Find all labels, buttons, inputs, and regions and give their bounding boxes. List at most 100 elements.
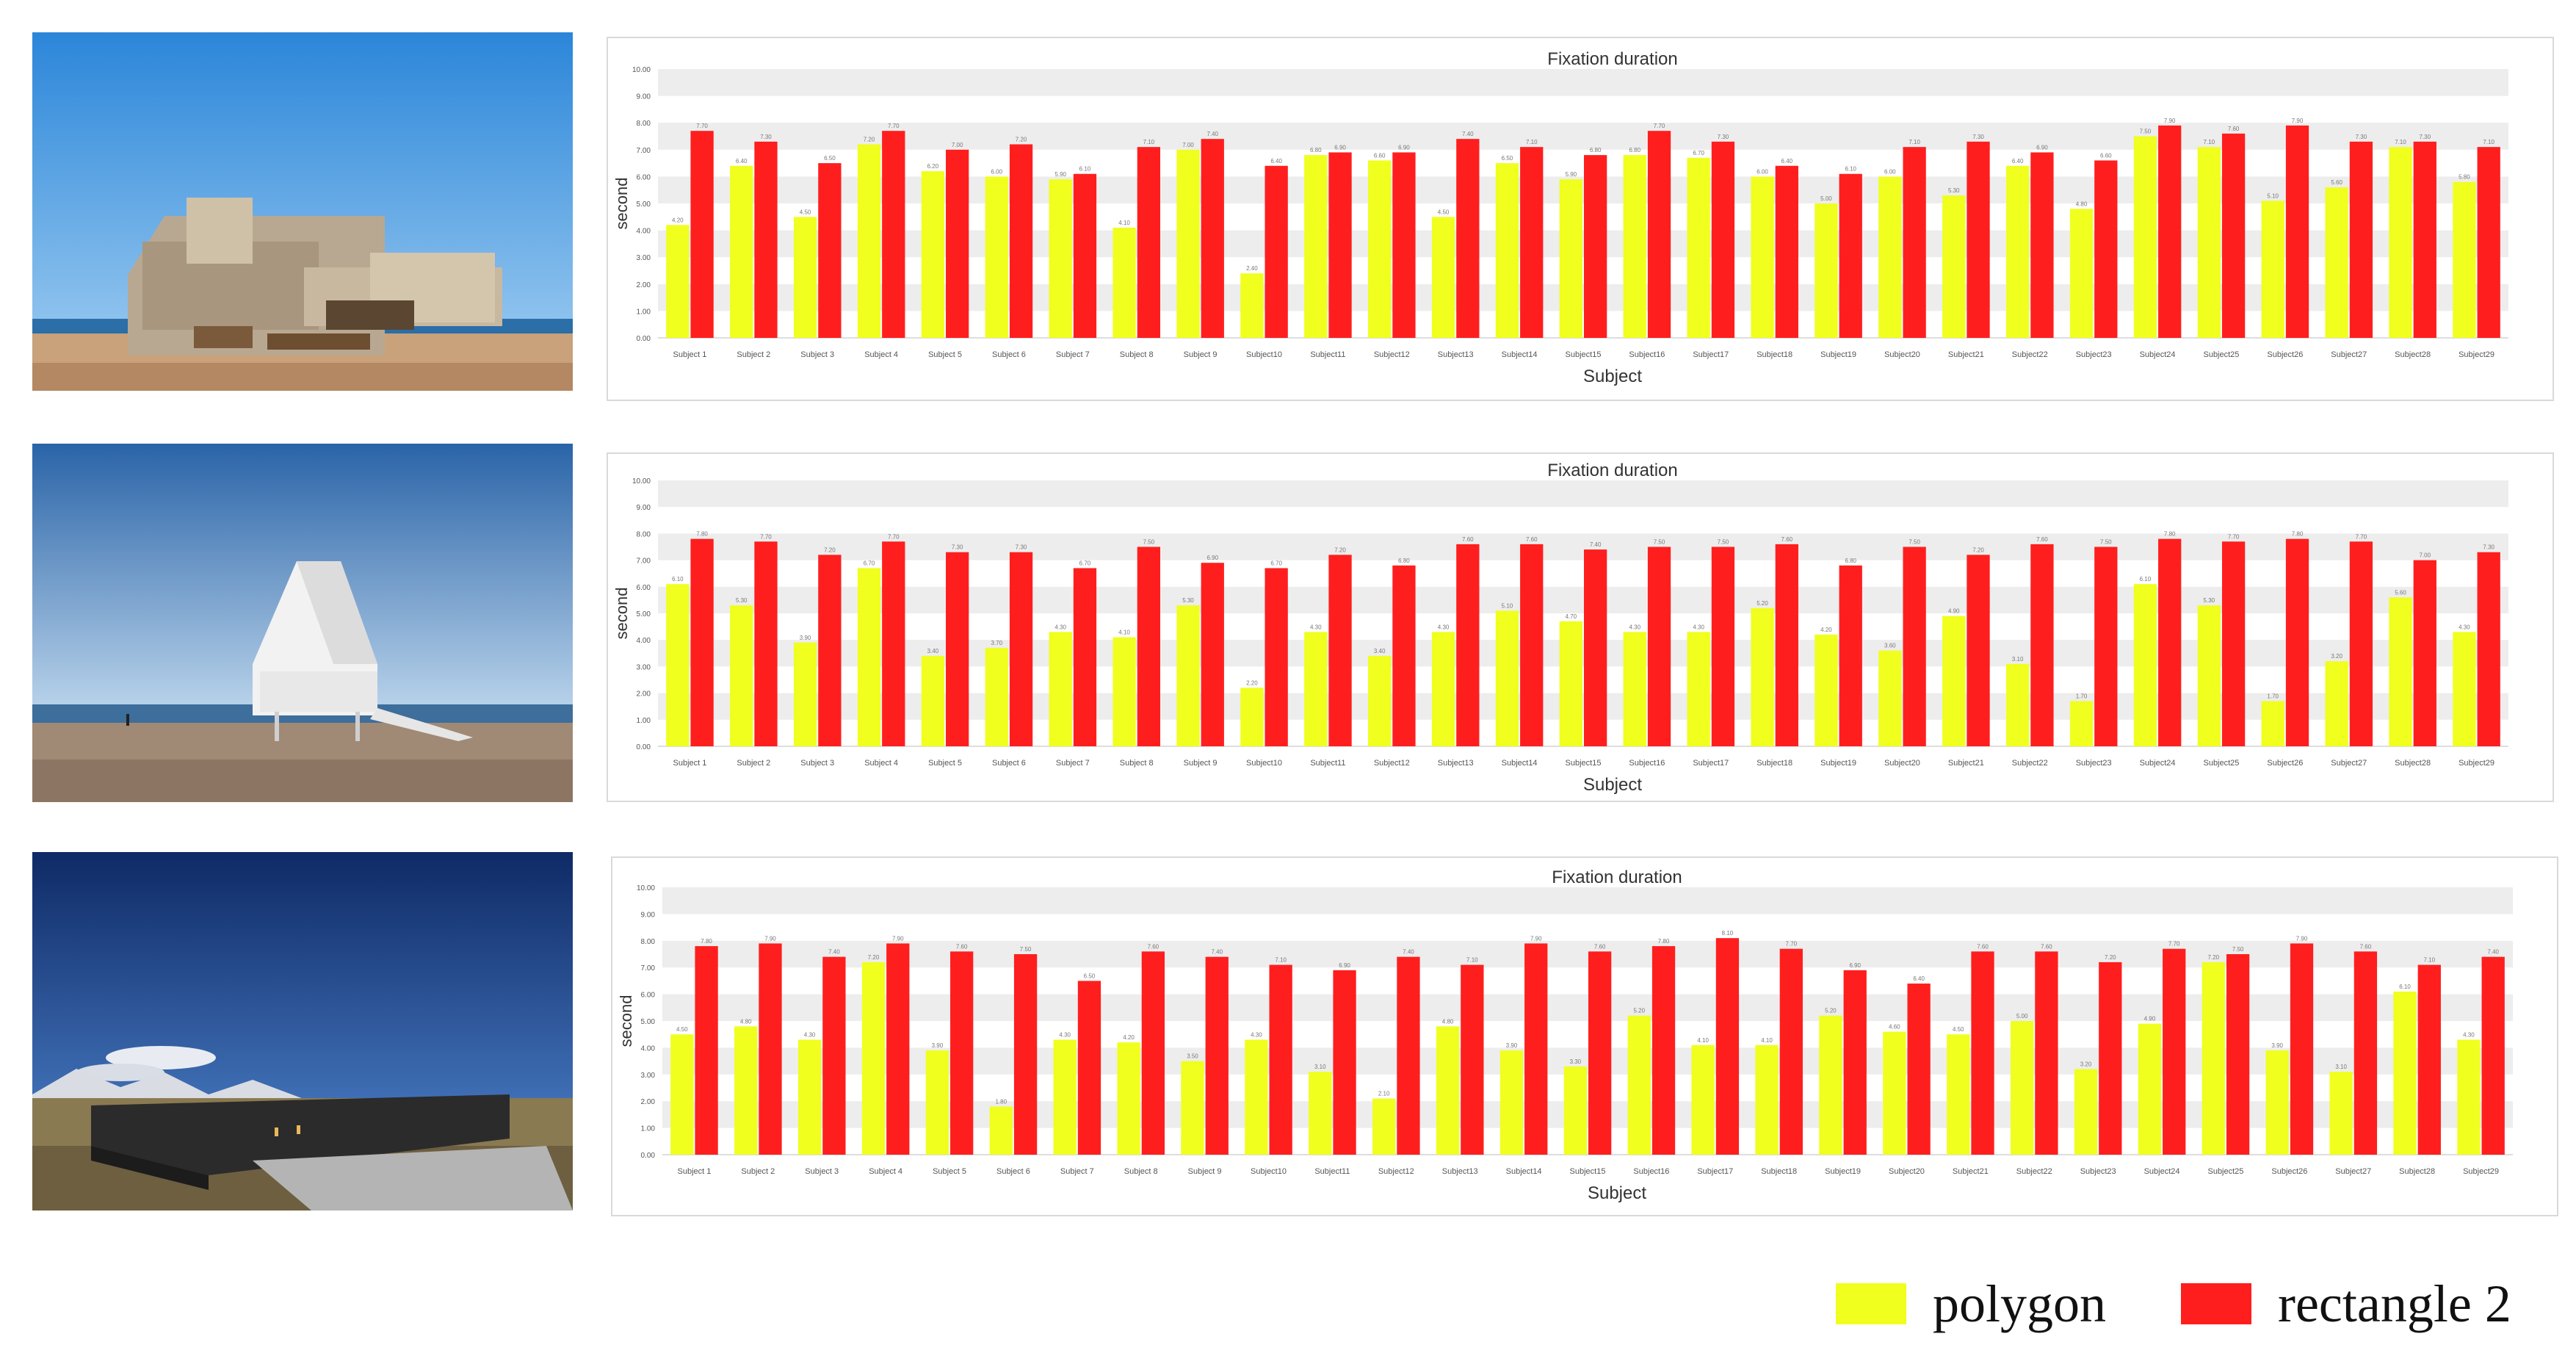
bar-rectangle-2 [1711, 546, 1735, 746]
bar-rectangle-2 [1201, 563, 1224, 746]
bar-value-label: 2.10 [1378, 1091, 1390, 1097]
chart-title: Fixation duration [1547, 461, 1677, 480]
bar-value-label: 3.90 [932, 1042, 944, 1049]
bar-value-label: 5.60 [2331, 179, 2342, 186]
grid-band [662, 887, 2513, 914]
bar-polygon [2393, 991, 2417, 1155]
x-tick-label: Subject18 [1756, 759, 1792, 768]
bar-polygon [1691, 1044, 1715, 1155]
bar-value-label: 3.90 [2271, 1042, 2283, 1049]
bar-polygon [670, 1034, 694, 1155]
bar-polygon [2005, 165, 2030, 338]
bar-rectangle-2 [1839, 565, 1862, 746]
bar-value-label: 4.90 [2144, 1016, 2156, 1022]
bar-rectangle-2 [1839, 173, 1862, 338]
legend-item-rectangle-2: rectangle 2 [2181, 1271, 2511, 1337]
bar-polygon [1181, 1061, 1204, 1155]
bar-polygon [793, 642, 817, 746]
bar-polygon [1112, 637, 1136, 746]
bar-rectangle-2 [1907, 984, 1931, 1155]
bar-value-label: 7.90 [764, 935, 776, 942]
bar-polygon [2201, 961, 2225, 1155]
bar-value-label: 6.80 [1310, 147, 1322, 154]
x-tick-label: Subject 5 [928, 350, 962, 359]
bar-rectangle-2 [1524, 943, 1548, 1155]
bar-value-label: 7.10 [1526, 139, 1538, 145]
x-tick-label: Subject14 [1506, 1167, 1542, 1176]
legend-item-polygon: polygon [1836, 1271, 2106, 1337]
y-tick-label: 4.00 [641, 1044, 656, 1053]
bar-value-label: 7.40 [1403, 949, 1414, 956]
y-axis-label: second [612, 588, 631, 640]
bar-polygon [1819, 1015, 1842, 1155]
bar-polygon [1627, 1015, 1651, 1155]
bar-value-label: 3.20 [2080, 1061, 2092, 1068]
bar-polygon [1117, 1042, 1140, 1155]
bar-rectangle-2 [2477, 147, 2500, 338]
bar-value-label: 6.50 [824, 155, 836, 162]
bar-rectangle-2 [1073, 173, 1097, 338]
bar-value-label: 7.90 [2164, 118, 2176, 124]
bar-polygon [861, 961, 886, 1155]
bar-value-label: 3.40 [927, 648, 939, 654]
x-tick-label: Subject19 [1820, 350, 1856, 359]
x-tick-label: Subject16 [1629, 759, 1665, 768]
bar-value-label: 7.30 [2483, 544, 2494, 551]
bar-polygon [921, 655, 945, 746]
bar-value-label: 7.60 [1462, 536, 1474, 543]
y-tick-label: 7.00 [641, 964, 656, 973]
x-tick-label: Subject21 [1953, 1167, 1989, 1176]
bar-rectangle-2 [1201, 139, 1224, 338]
bar-polygon [1815, 203, 1838, 338]
legend-label-rectangle-2: rectangle 2 [2278, 1274, 2511, 1333]
bar-rectangle-2 [886, 943, 910, 1155]
photo-tibet-dark-building-image [32, 852, 573, 1211]
bar-rectangle-2 [1397, 956, 1420, 1155]
bar-value-label: 6.80 [1845, 558, 1856, 564]
bar-value-label: 4.30 [1310, 624, 1322, 630]
bar-rectangle-2 [690, 131, 714, 338]
bar-rectangle-2 [1205, 956, 1229, 1155]
bar-rectangle-2 [1269, 964, 1292, 1155]
bar-value-label: 1.80 [996, 1098, 1007, 1105]
bar-value-label: 6.80 [1398, 558, 1410, 564]
x-tick-label: Subject15 [1566, 759, 1602, 768]
bar-value-label: 3.90 [800, 635, 811, 641]
bar-polygon [1049, 179, 1072, 338]
bar-value-label: 7.60 [1594, 943, 1606, 950]
bar-value-label: 7.70 [2228, 533, 2240, 540]
bar-polygon [2069, 209, 2094, 338]
bar-polygon [989, 1106, 1013, 1155]
bar-polygon [1112, 227, 1136, 338]
x-tick-label: Subject 6 [992, 759, 1026, 768]
bar-value-label: 7.10 [1466, 957, 1478, 964]
bar-polygon [1436, 1026, 1460, 1155]
bar-rectangle-2 [1715, 938, 1740, 1155]
bar-value-label: 6.70 [1079, 560, 1091, 566]
bar-polygon [2329, 1072, 2353, 1155]
y-tick-label: 9.00 [637, 93, 651, 101]
x-tick-label: Subject27 [2331, 759, 2367, 768]
x-tick-label: Subject15 [1566, 350, 1602, 359]
bar-value-label: 7.40 [1211, 949, 1223, 956]
bar-value-label: 7.30 [1718, 134, 1729, 140]
x-tick-label: Subject16 [1633, 1167, 1669, 1176]
bar-value-label: 7.60 [1526, 536, 1538, 543]
x-tick-label: Subject13 [1438, 350, 1474, 359]
bar-value-label: 7.70 [888, 533, 900, 540]
bar-value-label: 6.10 [1079, 166, 1091, 173]
bar-value-label: 5.00 [2016, 1013, 2028, 1020]
x-tick-label: Subject23 [2080, 1167, 2116, 1176]
bar-value-label: 7.50 [1909, 539, 1920, 546]
bar-polygon [1623, 155, 1646, 338]
x-tick-label: Subject20 [1884, 350, 1920, 359]
bar-value-label: 7.80 [2164, 531, 2176, 538]
grid-band [658, 69, 2508, 96]
bar-rectangle-2 [754, 141, 778, 338]
bar-polygon [1942, 195, 1966, 338]
bar-polygon [2325, 661, 2348, 746]
bar-value-label: 6.90 [1339, 962, 1350, 969]
y-tick-label: 5.00 [637, 201, 651, 209]
bar-polygon [1368, 655, 1392, 746]
fixation-duration-chart-3: 0.00 1.00 2.00 3.00 4.00 5.00 6.00 7.00 8.00 9.00… [617, 867, 2513, 1203]
